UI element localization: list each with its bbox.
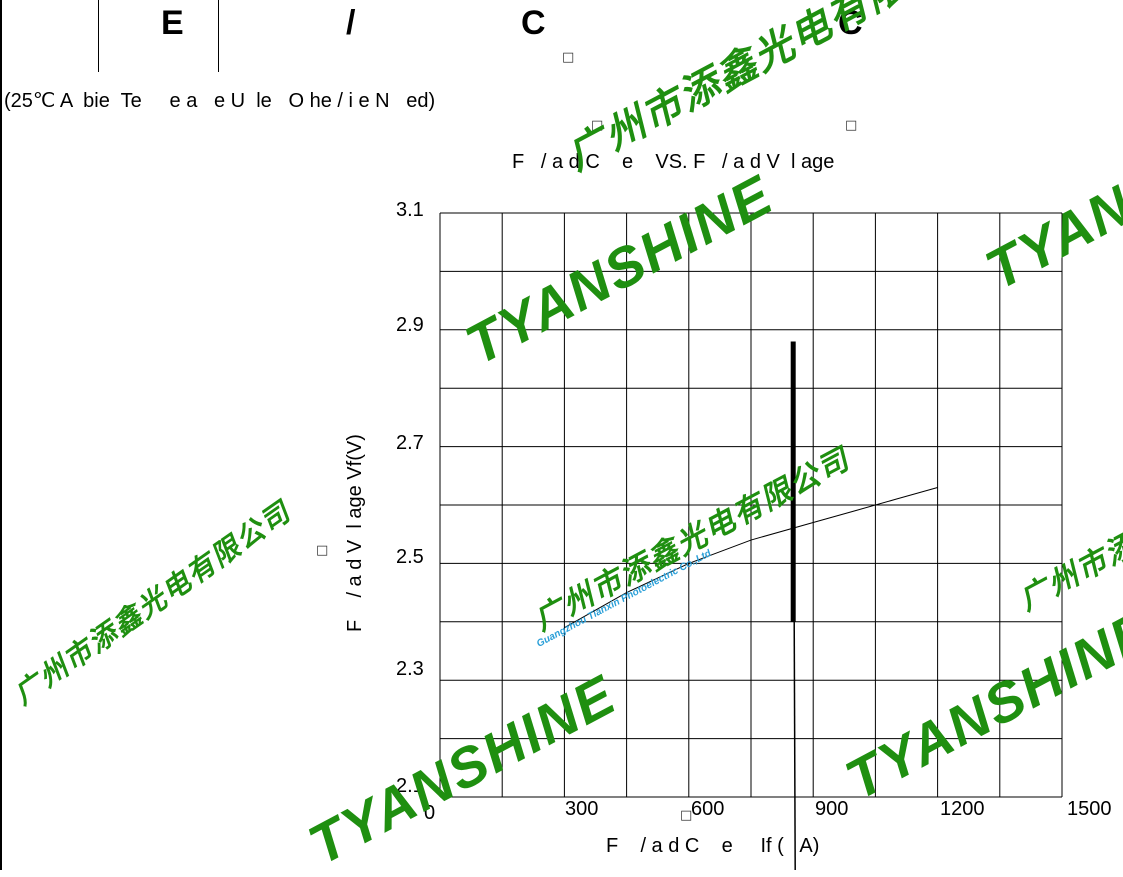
x-tick-label: 600 xyxy=(691,798,725,820)
subtitle: (25℃ A bie Te e a e U le O he / i e N ed… xyxy=(4,90,436,112)
y-tick-label: 2.7 xyxy=(396,432,424,454)
x-tick-label: 900 xyxy=(815,798,849,820)
box-glyph-2: □ xyxy=(591,118,604,133)
header-divider-2 xyxy=(218,0,219,72)
y-tick-label: 2.3 xyxy=(396,658,424,680)
y-tick-label: 2.1 xyxy=(396,775,424,797)
y-tick-label: 3.1 xyxy=(396,199,424,221)
y-tick-label: 2.9 xyxy=(396,314,424,336)
header-col-4: C xyxy=(838,4,863,42)
box-glyph-3: □ xyxy=(845,118,858,133)
marker-line-tail xyxy=(793,621,796,870)
header-col-2: / xyxy=(346,4,356,42)
x-axis-label: F / a d C e If ( A) xyxy=(606,835,820,857)
series-line-0 xyxy=(564,486,938,629)
left-border xyxy=(0,0,2,870)
box-glyph-1: □ xyxy=(562,50,575,65)
box-glyph-4: □ xyxy=(316,543,329,558)
y-tick-label: 2.5 xyxy=(396,546,424,568)
x-tick-label: 300 xyxy=(565,798,599,820)
x-tick-label: 1200 xyxy=(940,798,985,820)
x-tick-label: 0 xyxy=(424,802,436,824)
box-glyph-5: □ xyxy=(680,808,693,823)
header-col-1: E xyxy=(161,4,184,42)
header-divider-1 xyxy=(98,0,99,72)
x-tick-label: 1500 xyxy=(1067,798,1112,820)
header-col-3: C xyxy=(521,4,546,42)
chart-title: F / a d C e VS. F / a d V l age xyxy=(512,151,835,173)
